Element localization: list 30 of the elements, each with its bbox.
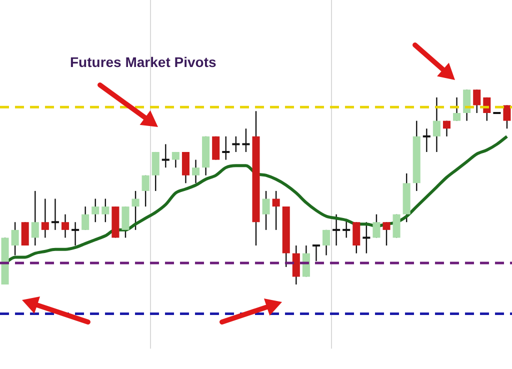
candlestick (132, 190, 140, 231)
candlestick (192, 159, 200, 184)
candlestick (382, 222, 390, 246)
candlestick (463, 89, 471, 122)
candlestick (152, 151, 160, 192)
candlestick (442, 120, 451, 137)
candlestick (432, 96, 440, 153)
candlestick (503, 104, 511, 130)
candlestick (352, 222, 360, 254)
candlestick (41, 198, 49, 238)
candlestick (292, 244, 300, 286)
candlestick (92, 198, 100, 223)
candlestick (172, 151, 180, 168)
candlestick (182, 151, 190, 184)
candlestick (212, 136, 220, 160)
candlestick (21, 222, 29, 246)
candlestick (473, 89, 481, 114)
candlestick (61, 214, 70, 238)
candlestick (322, 229, 330, 256)
candlestick (31, 190, 39, 246)
candlestick (102, 198, 110, 223)
candlestick (453, 96, 461, 122)
candlestick (122, 206, 130, 238)
candlestick (262, 190, 270, 231)
candlestick (82, 206, 90, 231)
candlestick (272, 190, 280, 231)
candlestick (372, 214, 380, 238)
chart-title: Futures Market Pivots (70, 54, 216, 70)
candlestick (11, 222, 19, 256)
candlestick (142, 174, 150, 208)
